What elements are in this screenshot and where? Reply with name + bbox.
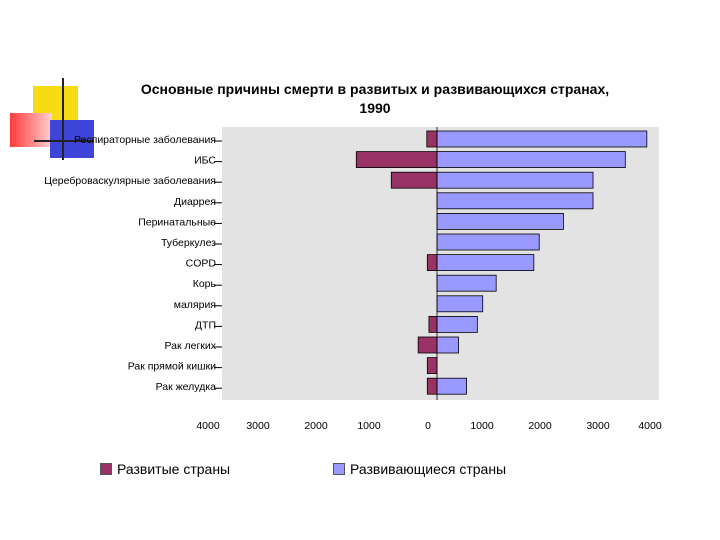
bar-developing-1 <box>436 151 626 169</box>
category-label-3: Диаррея <box>174 196 216 208</box>
x-tick-label-2: 2000 <box>304 420 328 432</box>
bar-developing-9 <box>436 315 478 333</box>
bar-developed-1 <box>355 151 438 169</box>
bar-developing-5 <box>436 233 540 251</box>
x-tick-label-5: 1000 <box>470 420 494 432</box>
category-label-0: Респираторные заболевания <box>74 134 216 146</box>
bar-developed-2 <box>390 171 438 189</box>
legend-swatch-developed <box>100 463 112 475</box>
bar-developing-8 <box>436 295 484 313</box>
bar-developed-6 <box>426 254 438 272</box>
decor-horizontal-line <box>34 140 94 142</box>
category-label-7: Корь <box>193 278 217 290</box>
decor-vertical-line <box>62 78 64 160</box>
legend-developing: Развивающиеся страны <box>333 461 506 477</box>
bar-developing-12 <box>436 377 467 395</box>
chart-title-line-2: 1990 <box>359 100 391 116</box>
x-tick-label-8: 4000 <box>638 420 662 432</box>
category-label-2: Цереброваскулярные заболевания <box>44 175 216 187</box>
bar-developing-0 <box>436 130 648 148</box>
x-tick-label-6: 2000 <box>528 420 552 432</box>
x-tick-label-3: 1000 <box>357 420 381 432</box>
legend-label-developing: Развивающиеся страны <box>350 461 507 477</box>
x-tick-label-0: 4000 <box>196 420 220 432</box>
x-tick-label-1: 3000 <box>246 420 270 432</box>
category-label-5: Туберкулез <box>161 237 216 249</box>
bar-developing-10 <box>436 336 459 354</box>
bar-developed-10 <box>417 336 438 354</box>
bar-developed-11 <box>426 357 438 375</box>
category-label-11: Рак прямой кишки <box>128 361 216 373</box>
bar-developing-6 <box>436 254 535 272</box>
x-tick-label-4: 0 <box>425 420 431 432</box>
legend-swatch-developing <box>333 463 345 475</box>
chart-title-line-1: Основные причины смерти в развитых и раз… <box>140 81 610 97</box>
bar-developing-4 <box>436 212 564 230</box>
category-label-1: ИБС <box>194 155 216 167</box>
decor-blue-square <box>50 120 94 158</box>
bar-developed-12 <box>426 377 438 395</box>
bar-developed-0 <box>426 130 438 148</box>
category-label-8: малярия <box>174 299 216 311</box>
category-label-6: COPD <box>186 258 217 270</box>
legend-label-developed: Развитые страны <box>117 461 231 477</box>
category-label-9: ДТП <box>195 319 216 331</box>
bar-developed-9 <box>428 315 438 333</box>
legend-developed: Развитые страны <box>100 461 230 477</box>
category-label-12: Рак желудка <box>156 381 216 393</box>
category-label-10: Рак легких <box>164 340 216 352</box>
bar-developing-7 <box>436 274 497 292</box>
x-tick-label-7: 3000 <box>586 420 610 432</box>
category-label-4: Перинатальные <box>138 216 216 228</box>
bar-developing-2 <box>436 171 594 189</box>
bar-developing-3 <box>436 192 594 210</box>
